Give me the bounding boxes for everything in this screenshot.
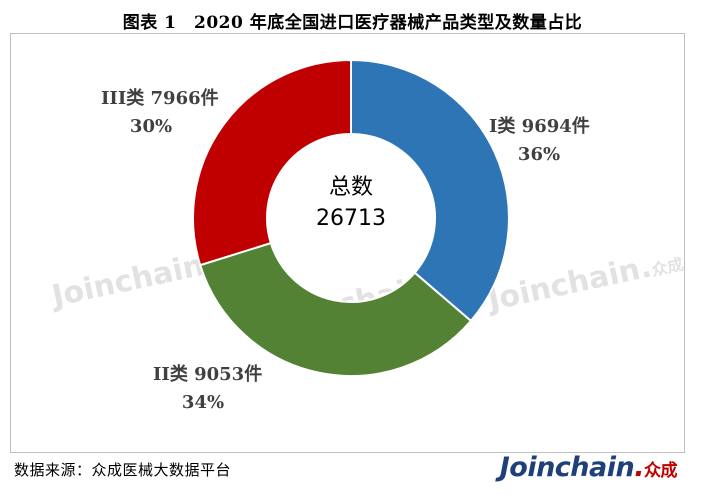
- donut-slice-1: [350, 58, 510, 323]
- slice-percent-1: 36%: [518, 144, 560, 165]
- chart-title: 图表 1 2020 年底全国进口医疗器械产品类型及数量占比: [122, 13, 583, 33]
- slice-percent-3: 30%: [130, 116, 172, 137]
- center-label: 总数: [329, 175, 373, 200]
- slice-percent-2: 34%: [182, 392, 224, 413]
- chart-frame: Joinchain.众成 Joinchain.众成 Joinchain.众成 I…: [10, 33, 685, 453]
- donut-slice-3: [192, 58, 352, 267]
- donut-slice-2: [198, 241, 473, 377]
- slice-label-2: II类 9053件: [153, 363, 262, 385]
- brand-logo: Joinchain.众成: [499, 452, 678, 483]
- slice-labels: I类 9694件 36% II类 9053件 34% III类 7966件 30%: [101, 87, 590, 413]
- data-source-note: 数据来源：众成医械大数据平台: [14, 461, 232, 479]
- slice-label-3: III类 7966件: [101, 87, 219, 109]
- center-total: 26713: [316, 206, 386, 231]
- slice-label-1: I类 9694件: [489, 115, 590, 137]
- donut-slices: [192, 58, 510, 377]
